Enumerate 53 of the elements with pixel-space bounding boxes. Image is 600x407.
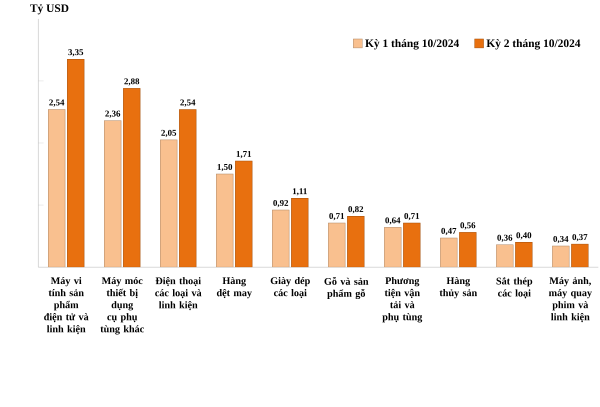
legend-label: Kỳ 2 tháng 10/2024 [486, 39, 580, 50]
data-label: 0,92 [273, 200, 288, 208]
bar [571, 244, 588, 268]
bar [48, 109, 66, 268]
data-label: 3,35 [68, 49, 84, 56]
bar [291, 198, 308, 268]
x-tick-label: Điện thoại các loại và linh kiện [155, 276, 202, 310]
bar [235, 160, 252, 268]
data-label: 2,54 [180, 99, 196, 107]
bar [552, 246, 570, 268]
bar [440, 238, 458, 268]
x-tick-label: Máy móc thiết bị dụng cụ phụ tùng khác [100, 276, 144, 334]
bar [216, 174, 234, 268]
x-tick-label: Sắt thép các loại [496, 276, 532, 298]
bar [104, 120, 122, 268]
x-tick-label: Gỗ và sản phẩm gỗ [324, 276, 368, 299]
data-label: 0,71 [329, 212, 344, 220]
data-label: 0,37 [572, 234, 588, 242]
bar [123, 88, 140, 268]
data-label: 1,71 [236, 150, 252, 158]
bar [179, 109, 196, 268]
bar [272, 210, 290, 268]
data-label: 1,50 [218, 164, 232, 172]
x-tick-label: Hàng thủy sản [440, 276, 478, 298]
data-label: 0,56 [460, 222, 476, 230]
bar [515, 242, 532, 268]
data-label: 0,34 [553, 236, 568, 244]
bar [496, 244, 514, 268]
data-label: 0,40 [516, 232, 532, 240]
data-label: 2,36 [105, 110, 120, 118]
data-label: 1,11 [292, 188, 307, 196]
bar [347, 216, 364, 268]
data-label: 2,54 [49, 99, 64, 107]
bar [67, 58, 84, 268]
x-tick-label: Giày dép các loại [270, 276, 310, 298]
data-label: 0,82 [348, 206, 364, 214]
bar [328, 222, 346, 268]
bar [384, 227, 402, 268]
x-tick-label: Phương tiện vận tải và phụ tùng [382, 276, 422, 322]
y-axis-title: Tỷ USD [30, 4, 68, 14]
legend-label: Kỳ 1 tháng 10/2024 [365, 39, 459, 50]
data-label: 0,36 [497, 234, 512, 242]
bar [160, 140, 178, 268]
data-label: 2,88 [124, 78, 140, 86]
data-label: 0,47 [441, 228, 456, 236]
x-tick-label: Máy vi tính sản phẩm điện tử và linh kiện [44, 276, 89, 334]
data-label: 0,64 [385, 217, 400, 225]
bar [403, 222, 420, 268]
data-label: 2,05 [161, 130, 176, 138]
bar [459, 232, 476, 268]
data-label: 0,71 [404, 212, 420, 220]
x-tick-label: Máy ảnh, máy quay phim và linh kiện [548, 276, 592, 322]
x-tick-label: Hàng dệt may [216, 276, 252, 298]
